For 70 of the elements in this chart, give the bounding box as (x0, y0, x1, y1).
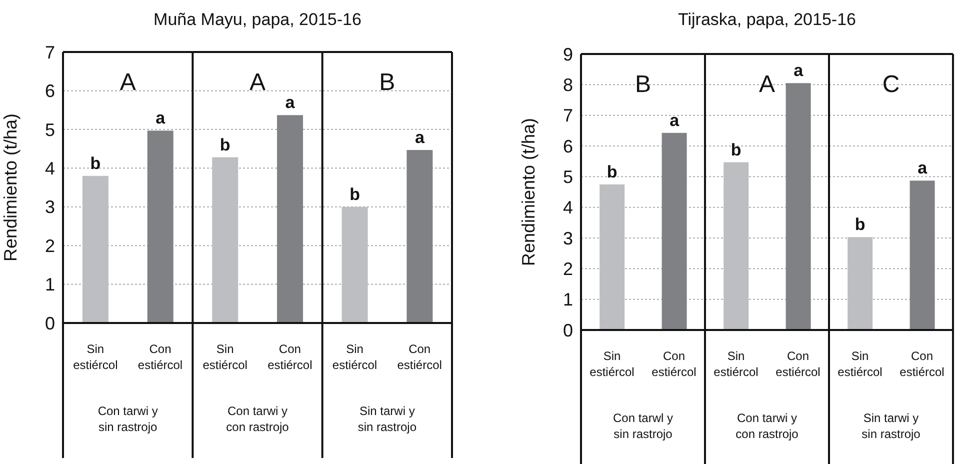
y-tick-label: 7 (44, 42, 55, 62)
data-label: a (918, 158, 928, 178)
y-tick-label: 5 (562, 167, 573, 188)
series-label: Con estiércol (397, 342, 442, 372)
text: Sin estiércol (838, 349, 882, 379)
y-tick-label: 5 (44, 120, 55, 140)
data-label: a (414, 128, 425, 147)
y-tick-label: 1 (562, 290, 573, 310)
y-tick-label: 3 (44, 197, 55, 218)
y-tick-label: 9 (562, 44, 573, 64)
series-label: Con estiércol (652, 349, 696, 379)
series-label: Sin estiércol (73, 342, 118, 372)
y-tick-label: 7 (562, 106, 573, 126)
bar (724, 162, 749, 330)
bar (82, 176, 108, 323)
x-tick-label: Con tarwi y con rastrojo (226, 404, 290, 434)
text: Sin estiércol (202, 342, 248, 372)
bar (662, 132, 687, 330)
bar (277, 115, 304, 323)
bar (406, 150, 433, 323)
y-tick-label: 6 (562, 136, 573, 156)
text: Sin estiércol (714, 349, 758, 379)
y-tick-label: 1 (44, 274, 55, 295)
text: Sin estiércol (332, 342, 378, 372)
y-tick-label: 2 (562, 259, 573, 280)
bar (212, 157, 238, 323)
x-tick-label: Sin tarwi y sin rastrojo (358, 404, 417, 434)
data-label: a (285, 93, 296, 112)
chart-title: Muña Mayu, papa, 2015-16 (152, 10, 362, 30)
x-tick-label: Con tarwl y sin rastrojo (612, 411, 674, 441)
annotation: C (882, 71, 900, 98)
y-tick-label: 3 (562, 228, 573, 248)
y-tick-label: 0 (562, 320, 573, 340)
data-label: b (350, 184, 360, 204)
x-tick-label: Con tarwi y con rastrojo (736, 411, 799, 441)
y-axis-title: Rendimiento (t/ha) (518, 118, 538, 266)
x-tick-label: Sin tarwi y sin rastrojo (862, 411, 921, 441)
data-label: b (730, 140, 742, 160)
y-tick-label: 0 (44, 313, 55, 334)
series-label: Sin estiércol (590, 349, 634, 379)
y-tick-label: 2 (44, 236, 55, 256)
text: Con estiércol (268, 342, 312, 372)
y-tick-label: 4 (562, 198, 573, 218)
chart-title: Tijraska, papa, 2015-16 (677, 10, 857, 30)
annotation: A (249, 69, 266, 96)
data-label: b (220, 135, 230, 154)
x-tick-label: Con tarwi y sin rastrojo (98, 404, 158, 434)
y-tick-label: 6 (44, 81, 55, 102)
text: Con estiércol (138, 342, 183, 372)
data-label: b (606, 162, 618, 182)
bar (147, 130, 174, 323)
data-label: b (90, 154, 101, 173)
text: Con estiércol (900, 349, 944, 379)
y-axis-title: Rendimiento (t/ha) (0, 113, 20, 262)
annotation: B (379, 69, 396, 96)
data-label: b (854, 215, 866, 234)
data-label: a (670, 110, 680, 130)
annotation: B (634, 71, 652, 98)
y-tick-label: 8 (562, 75, 573, 96)
bar (910, 180, 935, 330)
y-tick-label: 4 (44, 158, 55, 179)
bar (786, 83, 811, 330)
text: Con estiércol (776, 349, 820, 379)
annotation: A (758, 71, 776, 98)
bar (848, 237, 873, 330)
data-label: a (156, 108, 166, 128)
bar (342, 206, 368, 323)
annotation: A (120, 69, 136, 96)
bar (600, 184, 625, 330)
data-label: a (794, 61, 804, 80)
